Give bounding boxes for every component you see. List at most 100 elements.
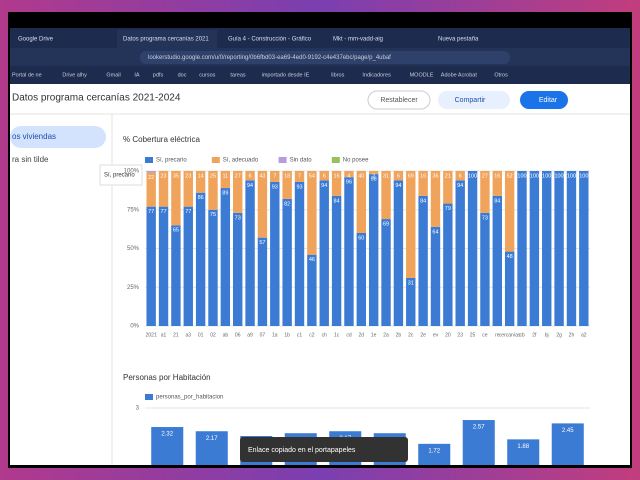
x-tick-label: 06 bbox=[235, 332, 241, 338]
bar-segment bbox=[146, 172, 156, 207]
bookmark[interactable]: Gmail bbox=[106, 72, 120, 78]
bar-segment bbox=[492, 171, 502, 196]
bar-segment bbox=[195, 192, 206, 326]
bookmark[interactable]: MOODLE bbox=[410, 72, 434, 78]
tab[interactable] bbox=[432, 30, 532, 48]
reset-label: Restablecer bbox=[380, 97, 418, 104]
tab-title: Guía 4 - Construcción - Gráfico bbox=[228, 37, 312, 43]
value-label: 89 bbox=[222, 191, 228, 197]
bookmark[interactable]: Adobe Acrobat bbox=[441, 72, 478, 78]
y-tick-label: 100% bbox=[124, 169, 140, 175]
legend-label: Sin dato bbox=[290, 158, 313, 164]
tab[interactable] bbox=[222, 30, 322, 48]
value-label: 100 bbox=[468, 173, 477, 179]
bar-segment bbox=[406, 171, 416, 278]
bar-segment bbox=[455, 180, 465, 326]
bookmark[interactable]: Otros bbox=[494, 72, 508, 78]
bookmark[interactable]: IA bbox=[134, 72, 140, 78]
bar-segment bbox=[356, 233, 367, 326]
value-label: 82 bbox=[284, 201, 290, 207]
bar-segment bbox=[208, 171, 218, 210]
x-tick-label: cercanías bbox=[499, 332, 521, 338]
x-tick-label: ab bbox=[223, 332, 229, 338]
value-label: 52 bbox=[507, 173, 513, 179]
value-label: 40 bbox=[358, 173, 364, 179]
reset-button[interactable] bbox=[367, 90, 431, 110]
value-label: 43 bbox=[259, 173, 265, 179]
value-label: 100 bbox=[579, 173, 588, 179]
value-label: 2.57 bbox=[473, 425, 485, 431]
bookmark[interactable]: doc bbox=[178, 72, 187, 78]
tab[interactable] bbox=[117, 30, 217, 48]
x-tick-label: 1c bbox=[334, 332, 340, 338]
value-label: 27 bbox=[482, 173, 488, 179]
bookmark[interactable]: Indicadores bbox=[362, 72, 391, 78]
value-label: 94 bbox=[457, 183, 463, 189]
value-label: 79 bbox=[445, 206, 451, 212]
sidebar-item[interactable]: ra sin tilde bbox=[12, 155, 49, 164]
value-label: 6 bbox=[397, 173, 400, 179]
bar-segment bbox=[146, 171, 156, 173]
bar-segment bbox=[183, 171, 193, 207]
value-label: 14 bbox=[198, 173, 204, 179]
y-tick-label: 50% bbox=[127, 246, 140, 252]
legend-swatch bbox=[331, 157, 340, 163]
tab[interactable] bbox=[327, 30, 427, 48]
x-tick-label: 1a bbox=[272, 332, 278, 338]
x-tick-label: 2d bbox=[359, 332, 365, 338]
x-tick-label: c1 bbox=[297, 332, 303, 338]
value-label: 100 bbox=[530, 173, 539, 179]
x-tick-label: 2a bbox=[383, 332, 389, 338]
bookmark[interactable]: tareas bbox=[230, 72, 246, 78]
value-label: 64 bbox=[432, 229, 438, 235]
bar-segment bbox=[393, 180, 404, 326]
bookmark[interactable]: importado desde IE bbox=[262, 72, 310, 78]
edit-button[interactable] bbox=[520, 91, 568, 109]
bar-segment bbox=[393, 171, 404, 181]
value-label: 21 bbox=[445, 173, 451, 179]
bar-segment bbox=[183, 206, 193, 326]
bar bbox=[507, 439, 540, 465]
bar bbox=[195, 431, 228, 465]
tooltip bbox=[99, 164, 143, 186]
toast-text: Enlace copiado en el portapapeles bbox=[248, 447, 356, 454]
value-label: 2 bbox=[372, 173, 375, 179]
toast bbox=[240, 437, 408, 462]
value-label: 77 bbox=[148, 209, 154, 215]
bar-segment bbox=[406, 277, 416, 326]
bookmark[interactable]: Portal de ne bbox=[12, 72, 42, 78]
value-label: 93 bbox=[296, 184, 302, 190]
value-label: 84 bbox=[334, 198, 340, 204]
bookmark-bar bbox=[10, 66, 630, 84]
legend-swatch bbox=[145, 157, 153, 163]
bar-segment bbox=[344, 177, 354, 326]
bookmark[interactable]: Drive alhy bbox=[62, 72, 87, 78]
value-label: 77 bbox=[185, 209, 191, 215]
bar-segment bbox=[529, 171, 540, 326]
value-label: 65 bbox=[173, 228, 179, 234]
tab-title: Datos programa cercanías 2021 bbox=[123, 37, 209, 43]
bookmark[interactable]: cursos bbox=[199, 72, 215, 78]
sidebar-item[interactable]: os viviendas bbox=[12, 132, 56, 141]
value-label: 48 bbox=[507, 254, 513, 260]
bar-segment bbox=[443, 203, 453, 326]
bar-segment bbox=[270, 181, 280, 326]
value-label: 22 bbox=[148, 175, 154, 181]
bar-segment bbox=[566, 171, 577, 326]
bar-segment bbox=[257, 171, 268, 238]
share-button[interactable] bbox=[438, 91, 510, 109]
value-label: 96 bbox=[346, 180, 352, 186]
bookmark[interactable]: pdfs bbox=[153, 72, 164, 78]
value-label: 46 bbox=[309, 257, 315, 263]
bar-segment bbox=[504, 171, 515, 252]
value-label: 2.45 bbox=[562, 428, 574, 434]
bar-segment bbox=[517, 171, 527, 326]
tab[interactable] bbox=[12, 30, 112, 48]
bookmark[interactable]: libros bbox=[331, 72, 344, 78]
bar-segment bbox=[331, 195, 342, 326]
value-label: 1.72 bbox=[428, 448, 440, 454]
value-label: 86 bbox=[198, 195, 204, 201]
bar-segment bbox=[245, 171, 255, 181]
x-tick-label: bj bbox=[545, 332, 549, 338]
